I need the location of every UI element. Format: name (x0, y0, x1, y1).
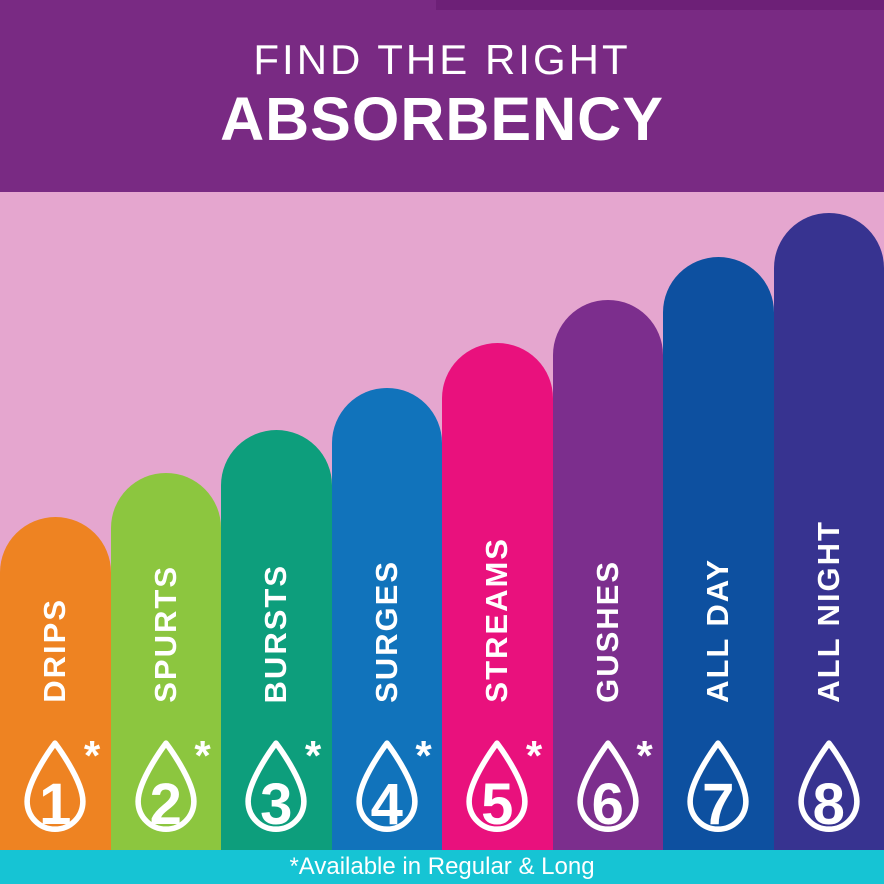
bar-chart: DRIPS 1 * SPURTS 2 * BURSTS (0, 190, 884, 850)
bar-label: ALL NIGHT (810, 520, 846, 703)
bar-label: SPURTS (147, 565, 183, 703)
asterisk-mark: * (194, 732, 211, 779)
drop-number: 8 (812, 772, 845, 837)
drop-number: 2 (149, 772, 182, 837)
bar-surges: SURGES 4 * (331, 388, 442, 850)
bar-bursts: BURSTS 3 * (221, 430, 332, 850)
water-drop-icon: 1 * (15, 735, 100, 837)
bar-label: GUSHES (589, 560, 625, 703)
water-drop-outline (687, 740, 749, 832)
drop-number: 7 (702, 772, 735, 837)
water-drop-outline (135, 740, 197, 832)
bar-gushes: GUSHES 6 * (552, 300, 663, 850)
water-drop-icon: 8 (789, 740, 869, 834)
water-drop-icon: 3 * (236, 735, 321, 837)
drop-number: 3 (260, 772, 293, 837)
drop-number: 5 (481, 772, 514, 837)
title-line-2: ABSORBENCY (220, 85, 664, 153)
availability-note: *Available in Regular & Long (289, 853, 595, 880)
asterisk-mark: * (304, 732, 322, 779)
bar-label: STREAMS (479, 537, 515, 703)
water-drop-outline (577, 740, 639, 832)
header-accent-strip (436, 0, 884, 10)
drop-number: 1 (39, 772, 72, 837)
bar-all-night: ALL NIGHT 8 (773, 213, 884, 850)
asterisk-mark: * (525, 732, 543, 779)
water-drop-outline (798, 740, 860, 832)
header-banner: FIND THE RIGHT ABSORBENCY (0, 0, 884, 192)
water-drop-icon: 6 * (568, 735, 653, 837)
water-drop-outline (245, 740, 307, 832)
asterisk-mark: * (636, 732, 653, 779)
bar-label: BURSTS (258, 563, 294, 703)
water-drop-outline (24, 740, 86, 832)
water-drop-icon: 4 * (347, 735, 432, 837)
bar-drips: DRIPS 1 * (0, 517, 111, 850)
footer-banner: *Available in Regular & Long (0, 850, 884, 884)
asterisk-mark: * (415, 732, 432, 779)
drop-number: 4 (370, 772, 403, 837)
bar-label: DRIPS (37, 598, 73, 703)
asterisk-mark: * (83, 732, 101, 779)
water-drop-outline (466, 740, 528, 832)
bar-label: SURGES (368, 560, 404, 703)
water-drop-icon: 7 (678, 740, 758, 834)
title-line-1: FIND THE RIGHT (253, 36, 631, 83)
water-drop-icon: 2 * (126, 735, 211, 837)
bar-streams: STREAMS 5 * (442, 343, 553, 850)
drop-number: 6 (591, 772, 624, 837)
bar-label: ALL DAY (700, 558, 736, 703)
bar-spurts: SPURTS 2 * (110, 473, 221, 850)
bar-all-day: ALL DAY 7 (663, 257, 774, 850)
water-drop-icon: 5 * (457, 735, 542, 837)
water-drop-outline (356, 740, 418, 832)
